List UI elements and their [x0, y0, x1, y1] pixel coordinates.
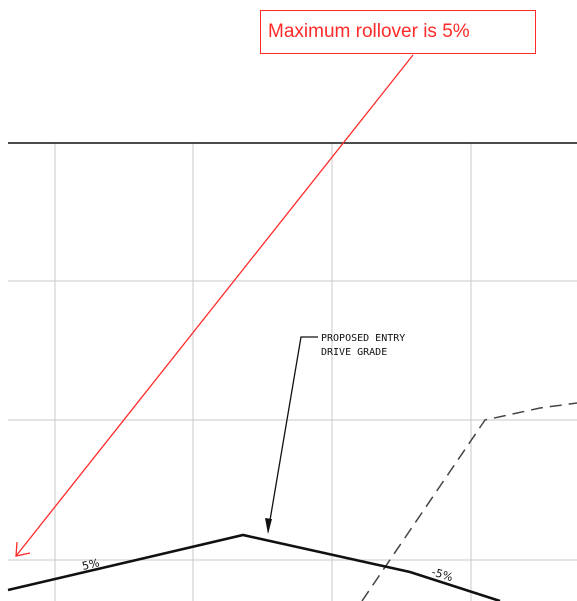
grade-label-left: 5% [81, 556, 101, 573]
callout-text: Maximum rollover is 5% [268, 21, 470, 42]
proposed-grade-line [7, 533, 501, 601]
note-line-1: PROPOSED ENTRY [321, 333, 405, 344]
note-line-2: DRIVE GRADE [321, 347, 387, 358]
grid [8, 143, 577, 601]
note-leader-arrowhead [265, 518, 272, 534]
callout-leader-line [15, 54, 414, 557]
note-leader-line [267, 336, 318, 533]
grade-label-right: -5% [430, 565, 454, 584]
callout-arrowhead [15, 541, 31, 557]
callout-box: Maximum rollover is 5% [260, 10, 536, 54]
existing-grade-dashed-line [361, 402, 577, 601]
